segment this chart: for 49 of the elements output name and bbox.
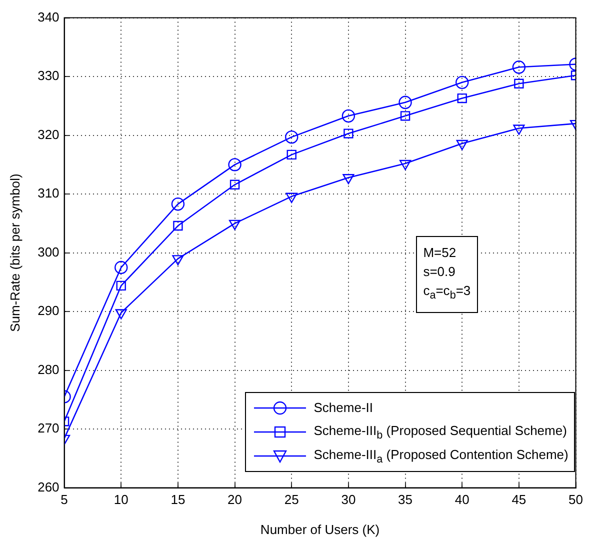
- point: [513, 124, 525, 135]
- point: [400, 111, 410, 121]
- x-tick-label: 50: [568, 492, 584, 508]
- x-tick-label: 20: [228, 492, 242, 508]
- x-tick-label: 25: [284, 492, 299, 508]
- x-tick-label: 30: [341, 492, 356, 508]
- point: [399, 160, 412, 170]
- point: [115, 309, 127, 320]
- point: [230, 180, 240, 190]
- point: [171, 197, 185, 211]
- y-tick-label: 260: [38, 479, 60, 494]
- point: [116, 280, 126, 291]
- y-tick-label: 310: [38, 186, 60, 201]
- legend-label: Scheme-III$_{a}$ (Proposed Contention Scheme): [314, 446, 568, 466]
- x-tick-label: 45: [512, 492, 526, 508]
- point: [286, 150, 296, 160]
- y-tick-label: 320: [38, 126, 60, 142]
- point: [456, 140, 468, 150]
- annotation: M=52 s=0.9 c$_{a}$=c$_{b}$=3: [423, 244, 471, 304]
- point: [514, 78, 524, 88]
- x-tick-label: 5: [60, 492, 68, 508]
- y-tick-label: 340: [38, 9, 60, 24]
- y-tick-label: 280: [38, 362, 60, 377]
- point: [114, 260, 128, 274]
- point: [285, 130, 298, 144]
- point: [457, 93, 467, 104]
- point: [512, 60, 526, 74]
- legend-label: Scheme-III$_{b}$ (Proposed Sequential Scheme): [314, 422, 567, 442]
- x-tick-label: 40: [454, 492, 470, 508]
- point: [172, 255, 184, 266]
- point: [342, 174, 354, 184]
- y-tick-label: 290: [38, 303, 60, 318]
- y-axis-title: Sum-Rate (bits per symbol): [7, 174, 22, 332]
- y-tick-label: 270: [38, 420, 60, 436]
- point: [173, 220, 183, 231]
- point: [456, 76, 469, 90]
- x-tick-label: 10: [114, 492, 128, 508]
- y-tick-label: 300: [38, 244, 60, 260]
- x-tick-label: 15: [170, 492, 186, 508]
- x-tick-label: 35: [398, 492, 413, 508]
- point: [286, 192, 298, 203]
- point: [228, 220, 241, 230]
- x-axis-title: Number of Users (K): [260, 522, 380, 537]
- point: [344, 128, 354, 138]
- y-tick-label: 330: [38, 68, 60, 84]
- point: [228, 158, 242, 172]
- point: [398, 96, 412, 109]
- legend-label: Scheme-II: [314, 400, 374, 416]
- point: [342, 109, 356, 123]
